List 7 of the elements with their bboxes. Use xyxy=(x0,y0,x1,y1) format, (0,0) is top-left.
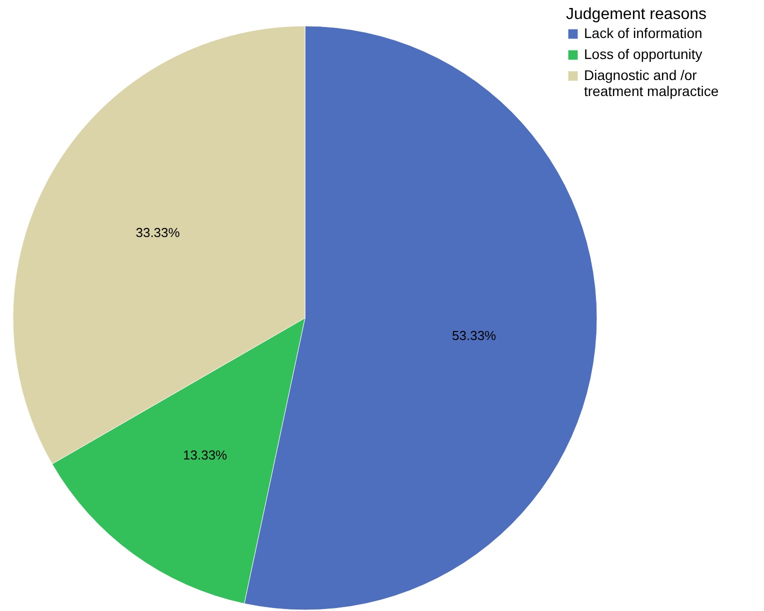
legend-label: Diagnostic and /or treatment malpractice xyxy=(584,67,719,99)
legend-label: Lack of information xyxy=(584,25,702,41)
legend-title: Judgement reasons xyxy=(566,6,707,23)
data-label: 33.33% xyxy=(136,225,180,240)
legend-label: Loss of opportunity xyxy=(584,46,702,62)
data-label: 13.33% xyxy=(183,448,228,463)
data-label: 53.33% xyxy=(452,328,497,343)
